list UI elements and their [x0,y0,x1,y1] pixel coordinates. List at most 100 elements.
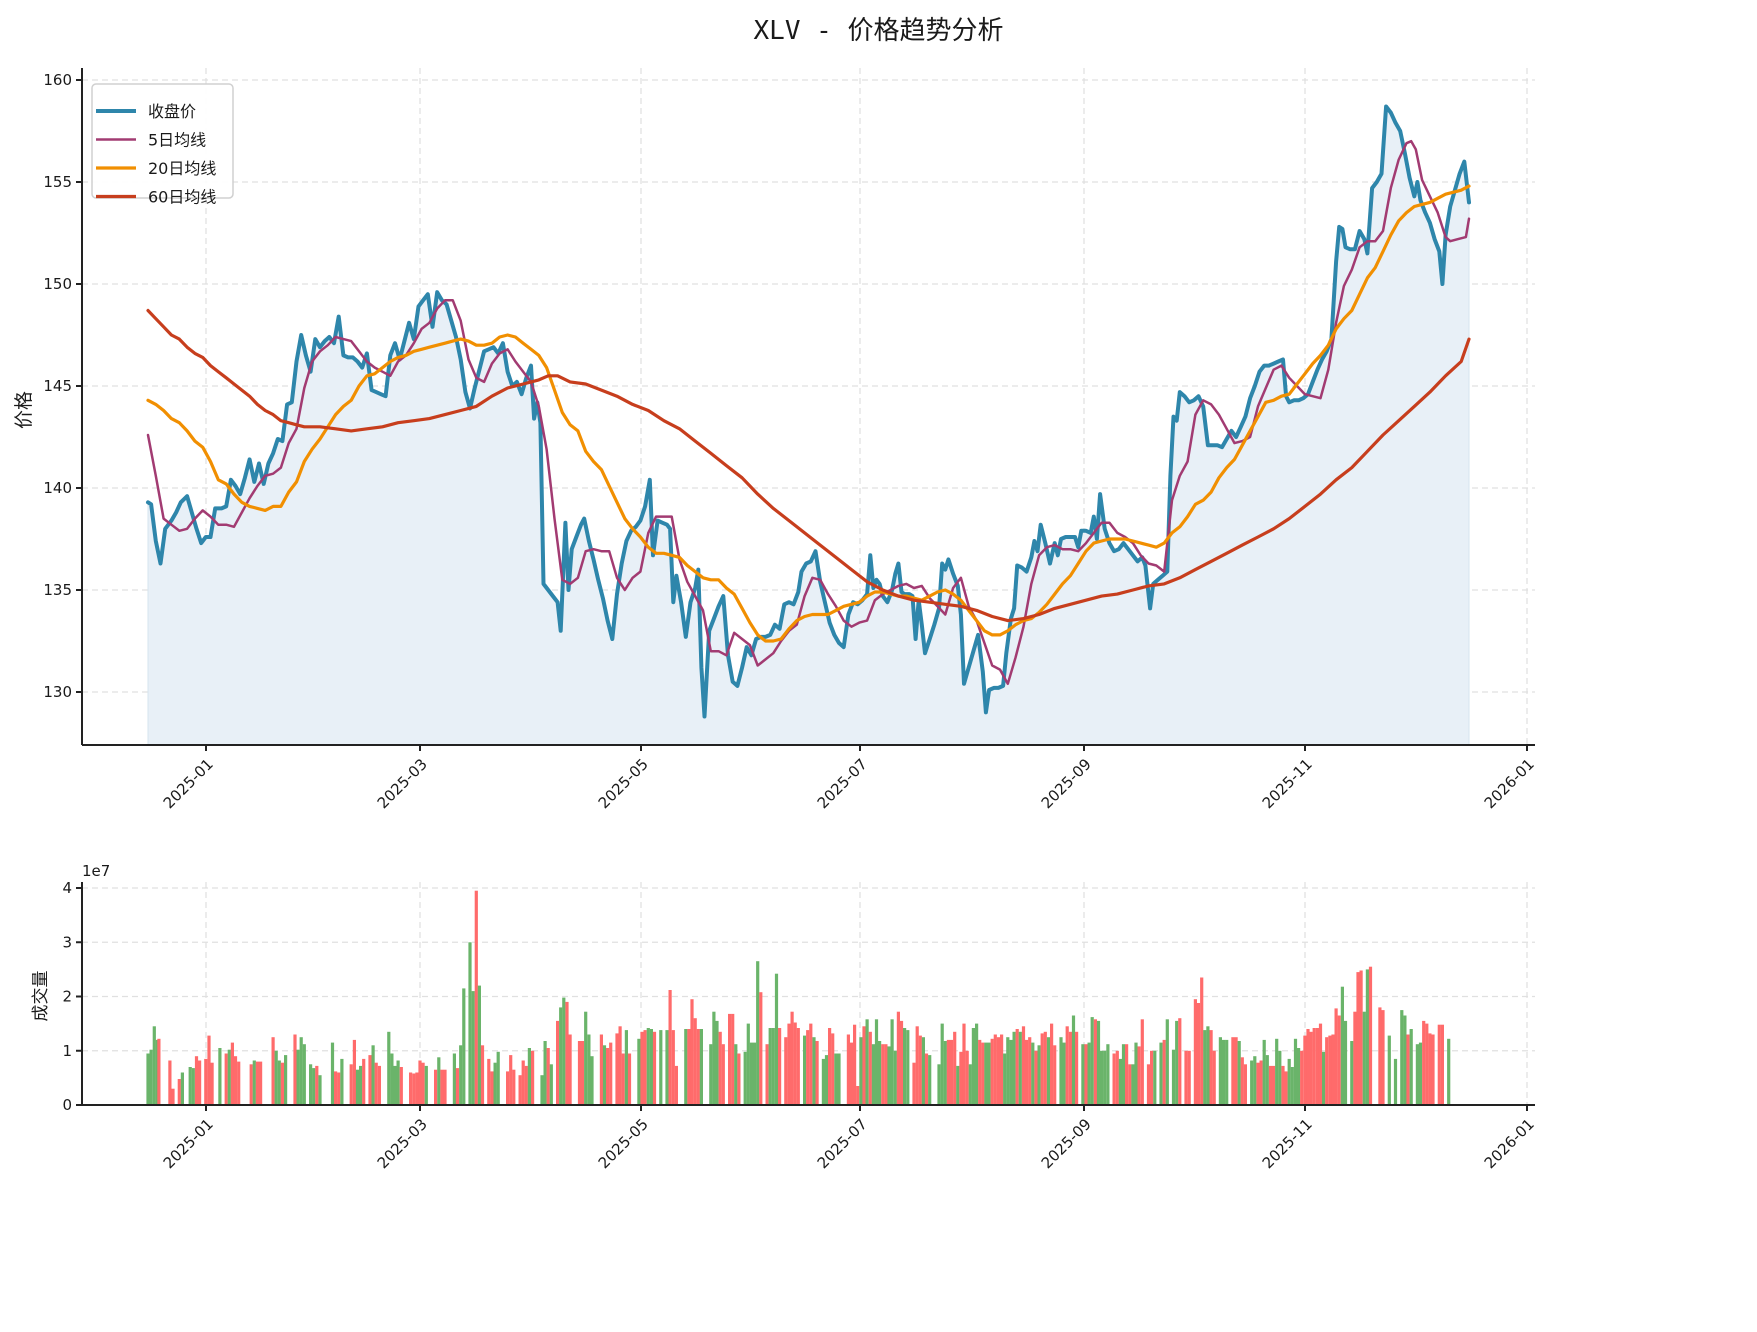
volume-bar [899,1020,904,1105]
volume-bar [477,985,481,1105]
volume-bar [846,1034,850,1105]
volume-bar [556,1020,560,1105]
volume-bar [749,1042,753,1105]
volume-bar [1309,1031,1313,1105]
volume-bar [1428,1033,1432,1105]
volume-bar [330,1042,335,1105]
volume-bar [1268,1065,1273,1105]
volume-bar [1256,1062,1260,1105]
volume-bar [1356,972,1360,1105]
volume-bar [168,1060,172,1105]
volume-xtick-label: 2025-09 [1038,1115,1095,1172]
volume-bar [559,1007,563,1106]
volume-bar [1331,1034,1335,1105]
volume-bar [1318,1023,1323,1105]
volume-bar [587,1034,591,1105]
volume-bar [743,1051,747,1105]
price-ytick-label: 130 [43,683,72,701]
volume-bar [315,1065,319,1105]
volume-bar [984,1042,988,1105]
volume-bar [646,1028,650,1105]
volume-bar [853,1024,857,1105]
volume-bar [157,1038,161,1105]
volume-bar [965,1050,969,1106]
volume-bar [1037,1045,1041,1105]
volume-bar [837,1053,841,1105]
volume-bar [155,1039,159,1105]
volume-bar [396,1060,400,1105]
volume-bar [562,997,566,1105]
volume-bar [1393,1058,1398,1105]
volume-bar [352,1039,356,1105]
volume-ytick-label: 4 [62,879,72,897]
volume-bar [1225,1039,1229,1105]
volume-bar [355,1069,360,1105]
volume-bar [768,1028,772,1105]
volume-bar [1431,1034,1435,1105]
volume-bar [862,1026,866,1105]
volume-bar [824,1055,829,1105]
volume-bar [1050,1023,1054,1105]
volume-bar [643,1030,647,1105]
volume-bar [912,1062,916,1105]
volume-bar [1418,1042,1423,1105]
volume-bar [259,1061,263,1105]
volume-xtick-label: 2025-05 [595,1115,652,1172]
volume-bar [602,1045,607,1105]
price-xtick-label: 2025-03 [374,755,431,812]
volume-bar [981,1042,985,1105]
ma60-line [146,308,1471,623]
volume-bar [1406,1034,1410,1105]
volume-bar [1118,1058,1122,1105]
volume-bar [1100,1050,1104,1106]
volume-bar [1040,1033,1044,1105]
volume-bar [937,1064,941,1105]
volume-bar [1234,1037,1238,1105]
price-xtick-label: 2025-05 [595,755,652,812]
volume-bar [1218,1037,1222,1105]
volume-bar [1400,1010,1404,1105]
volume-bar [890,1019,894,1105]
volume-bar [1265,1055,1269,1105]
volume-bar [659,1030,663,1105]
ma5-line [146,139,1471,686]
volume-bars [146,890,1451,1106]
volume-bar [971,1028,975,1105]
volume-bar [1018,1031,1022,1105]
volume-bar [1012,1031,1016,1105]
volume-bar [1350,1041,1354,1105]
volume-bar [299,1037,303,1105]
volume-bar [1025,1039,1029,1105]
volume-bar [924,1053,929,1105]
volume-bar [921,1037,925,1105]
volume-bar [1387,1035,1391,1105]
volume-bar [1381,1010,1385,1105]
volume-bar [671,1030,675,1105]
volume-bar [1068,1031,1072,1105]
volume-bar [518,1075,522,1105]
volume-bar [1175,1020,1179,1105]
volume-bar [784,1037,788,1105]
legend: 收盘价 5日均线 20日均线 60日均线 [91,83,234,207]
volume-bar [1212,1050,1216,1106]
volume-bar [1237,1041,1241,1105]
volume-bar [1162,1039,1166,1105]
volume-bar [1193,999,1197,1105]
volume-bar [975,1023,979,1105]
volume-bar [1209,1030,1213,1105]
volume-bar [252,1060,256,1105]
volume-bar [210,1062,214,1105]
volume-bar [1240,1057,1244,1105]
volume-bar [1281,1065,1285,1105]
volume-bar [393,1065,397,1105]
volume-bar [471,991,475,1105]
volume-bar [1043,1031,1047,1105]
volume-bar [1343,1020,1348,1105]
volume-bar [277,1060,281,1105]
volume-bar [218,1048,222,1105]
volume-bar [940,1023,944,1105]
volume-bar [362,1058,366,1105]
volume-bar [1340,986,1344,1105]
volume-y-label: 成交量 [31,971,51,1022]
volume-bar [1290,1067,1294,1105]
